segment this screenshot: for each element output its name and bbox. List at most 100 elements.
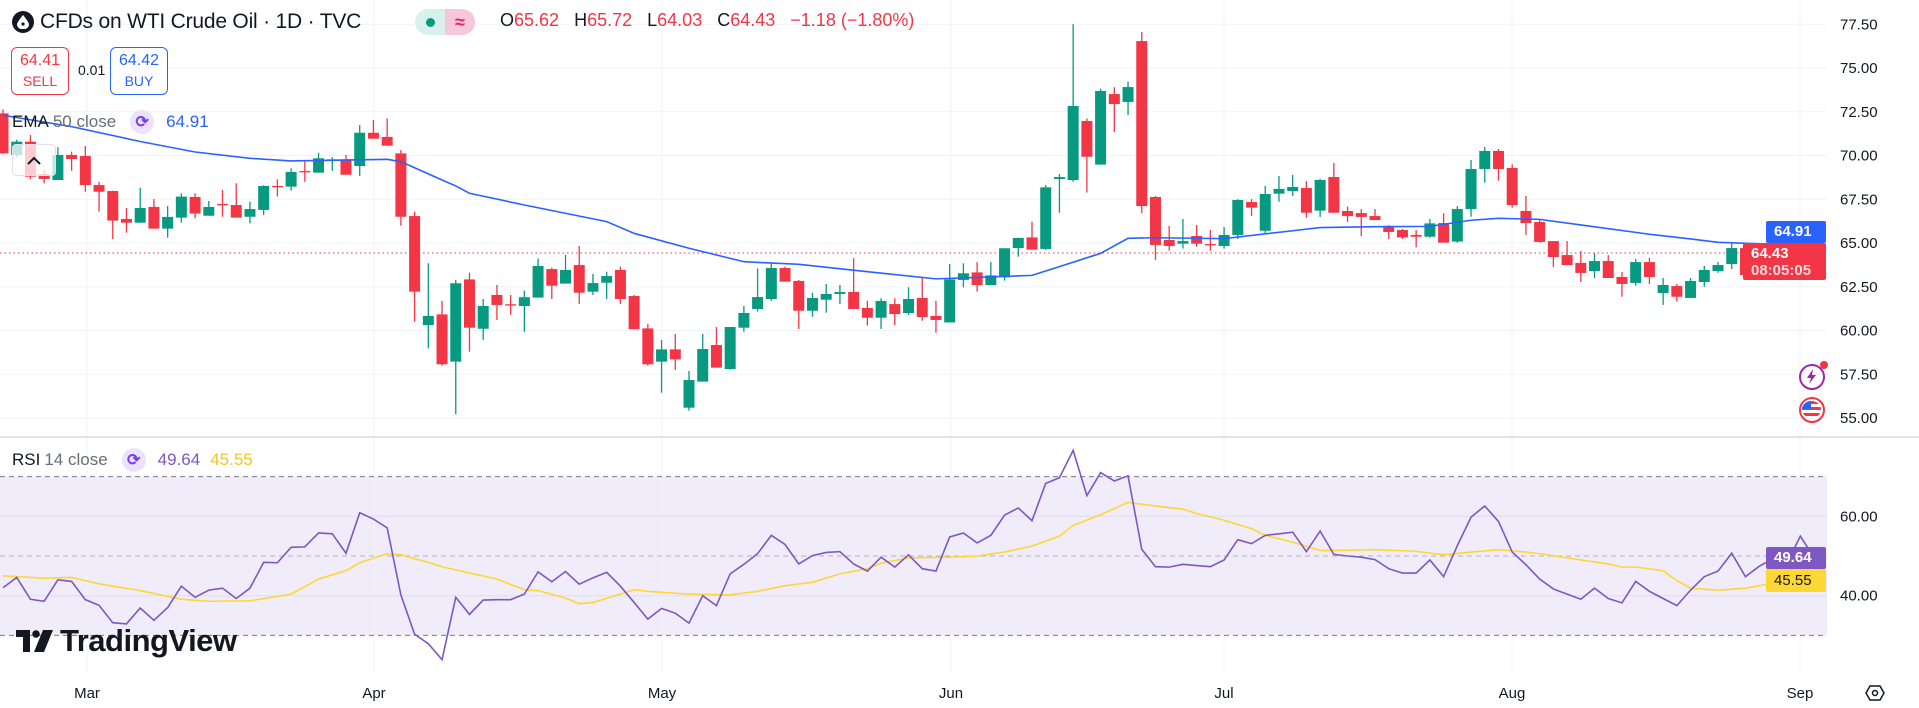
- candle-up: [1657, 285, 1669, 294]
- high-label: H: [574, 10, 588, 30]
- candle-down: [1561, 255, 1573, 266]
- candle-down: [1492, 150, 1504, 169]
- last-price-badge: 64.43 08:05:05: [1743, 243, 1826, 280]
- candle-down: [710, 345, 722, 368]
- candle-down: [505, 304, 517, 306]
- ema-price-badge: 64.91: [1766, 221, 1826, 243]
- buy-price: 64.42: [118, 52, 160, 69]
- rsi-ma-value: 45.55: [210, 450, 253, 469]
- candle-down: [79, 156, 91, 186]
- candle-up: [1232, 199, 1244, 235]
- candle-down: [1300, 188, 1312, 213]
- high-value: 65.72: [587, 10, 633, 30]
- ema-legend[interactable]: EMA 50 close ⟳ 64.91: [12, 110, 209, 134]
- sell-button[interactable]: 64.41 SELL: [11, 47, 69, 95]
- refresh-icon[interactable]: ⟳: [121, 448, 146, 472]
- candle-up: [244, 209, 256, 217]
- us-economic-event-icon[interactable]: [1799, 397, 1825, 423]
- candle-up: [450, 283, 462, 362]
- rsi-value: 49.64: [157, 450, 201, 469]
- candle-down: [1108, 94, 1120, 105]
- earnings-event-icon[interactable]: [1799, 361, 1828, 390]
- candle-up: [1287, 187, 1299, 192]
- candle-down: [889, 304, 901, 315]
- settings-icon[interactable]: [1865, 685, 1885, 701]
- candle-up: [1685, 280, 1697, 298]
- candle-up: [1067, 105, 1079, 180]
- candle-down: [0, 113, 9, 154]
- candle-up: [1465, 168, 1477, 210]
- rsi-line: [2, 448, 1815, 662]
- market-status-pill[interactable]: ≈: [415, 9, 475, 35]
- candle-up: [285, 171, 297, 187]
- candle-down: [1328, 177, 1340, 213]
- candle-up: [52, 154, 64, 180]
- candle-down: [848, 292, 860, 309]
- candle-down: [1163, 240, 1175, 246]
- candle-down: [340, 159, 352, 175]
- candle-down: [1149, 196, 1161, 245]
- candle-down: [436, 314, 448, 365]
- refresh-icon[interactable]: ⟳: [130, 110, 155, 134]
- candle-up: [1040, 187, 1052, 249]
- price-axis-label: 72.50: [1840, 104, 1878, 121]
- ema-50-line: [2, 114, 1815, 280]
- candle-down: [1575, 262, 1587, 273]
- ohlc-values: O65.62 H65.72 L64.03 C64.43 −1.18 (−1.80…: [500, 10, 924, 31]
- candle-up: [1095, 90, 1107, 165]
- symbol-title[interactable]: CFDs on WTI Crude Oil · 1D · TVC: [40, 10, 362, 33]
- candle-down: [230, 205, 242, 218]
- rsi-axis-label: 60.00: [1840, 508, 1878, 525]
- candle-up: [1314, 180, 1326, 211]
- delayed-data-icon: ≈: [445, 9, 475, 35]
- candle-down: [271, 185, 283, 188]
- candle-up: [1012, 237, 1024, 249]
- price-axis-label: 62.50: [1840, 279, 1878, 296]
- candle-up: [1053, 177, 1065, 179]
- chevron-up-icon: [27, 156, 41, 165]
- change-value: −1.18 (−1.80%): [790, 10, 915, 30]
- candle-up: [957, 273, 969, 280]
- candle-down: [148, 206, 160, 229]
- time-axis-label: Jul: [1214, 685, 1233, 702]
- candle-up: [175, 196, 187, 218]
- time-axis-label: Jun: [939, 685, 963, 702]
- candle-down: [1191, 236, 1203, 244]
- time-axis-label: Sep: [1787, 685, 1814, 702]
- candle-up: [765, 268, 777, 299]
- candle-up: [601, 276, 613, 283]
- rsi-ma-badge: 45.55: [1766, 569, 1826, 592]
- candle-down: [1547, 241, 1559, 257]
- candle-up: [820, 293, 832, 300]
- price-axis-label: 55.00: [1840, 410, 1878, 427]
- candle-up: [1273, 188, 1285, 194]
- candle-down: [573, 265, 585, 293]
- candle-down: [861, 307, 873, 318]
- candle-up: [1424, 223, 1436, 237]
- candle-up: [1589, 261, 1601, 271]
- candle-up: [477, 306, 489, 329]
- time-axis-label: Mar: [74, 685, 100, 702]
- candle-up: [587, 283, 599, 292]
- candle-up: [422, 315, 434, 326]
- buy-button[interactable]: 64.42 BUY: [110, 47, 168, 95]
- price-axis-label: 57.50: [1840, 366, 1878, 383]
- rsi-legend[interactable]: RSI 14 close ⟳ 49.64 45.55: [12, 448, 253, 472]
- candle-up: [752, 297, 764, 309]
- collapse-legend-button[interactable]: [12, 144, 56, 176]
- candle-down: [614, 269, 626, 299]
- candle-up: [134, 208, 146, 223]
- candle-up: [656, 349, 668, 362]
- candle-down: [1534, 222, 1546, 242]
- candle-up: [806, 297, 818, 311]
- rsi-name: RSI: [12, 450, 41, 469]
- candle-down: [1081, 121, 1093, 157]
- candle-up: [875, 300, 887, 318]
- oil-drop-icon: [12, 11, 34, 33]
- tradingview-logo[interactable]: TradingView: [16, 623, 237, 659]
- candle-down: [409, 216, 421, 292]
- tradingview-logo-icon: [16, 630, 53, 652]
- settings-icon-center: [1871, 689, 1879, 697]
- candle-down: [66, 154, 78, 159]
